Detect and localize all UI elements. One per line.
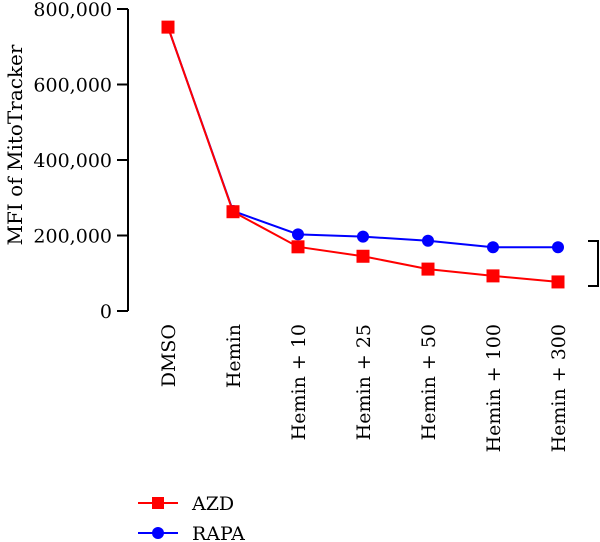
y-tick-label: 800,000 (33, 0, 112, 21)
y-axis-title: MFI of MitoTracker (3, 44, 27, 245)
data-point-azd (291, 240, 305, 254)
data-point-rapa (422, 234, 434, 247)
series-azd (161, 20, 565, 289)
series-rapa (162, 21, 564, 254)
data-point-azd (421, 262, 435, 276)
x-tick-label: Hemin (223, 324, 245, 388)
legend-item-azd: AZD (138, 493, 234, 515)
x-tick-label: Hemin + 300 (548, 324, 570, 452)
y-tick-label: 600,000 (33, 75, 112, 97)
legend-marker (152, 497, 164, 509)
significance-bracket (588, 240, 599, 287)
legend: AZD RAPA (138, 493, 245, 542)
legend-label: RAPA (192, 523, 245, 542)
legend-item-rapa: RAPA (138, 523, 245, 542)
y-tick-label: 200,000 (33, 226, 112, 248)
data-point-rapa (552, 241, 564, 254)
x-tick-label: Hemin + 10 (288, 324, 310, 440)
y-tick-label: 0 (100, 301, 112, 323)
y-ticks: 0 200,000 400,000 600,000 800,000 (33, 0, 128, 323)
x-tick-label: DMSO (158, 324, 180, 387)
legend-label: AZD (191, 493, 234, 515)
x-tick-labels: DMSO Hemin Hemin + 10 Hemin + 25 Hemin + 50 H… (158, 324, 570, 452)
legend-marker (152, 527, 164, 539)
series-group (161, 20, 565, 289)
series-line-azd (167, 26, 559, 283)
data-point-rapa (487, 241, 499, 254)
data-point-rapa (357, 230, 369, 243)
x-tick-label: Hemin + 25 (353, 324, 375, 440)
data-point-azd (486, 269, 500, 283)
y-tick-label: 400,000 (33, 150, 112, 172)
data-point-azd (226, 205, 240, 219)
data-point-rapa (292, 228, 304, 241)
x-tick-label: Hemin + 100 (483, 324, 505, 452)
x-tick-label: Hemin + 50 (418, 324, 440, 440)
data-point-azd (356, 249, 370, 263)
data-point-azd (161, 20, 175, 34)
data-point-azd (551, 275, 565, 289)
chart-axes: 0 200,000 400,000 600,000 800,000 (33, 0, 129, 323)
